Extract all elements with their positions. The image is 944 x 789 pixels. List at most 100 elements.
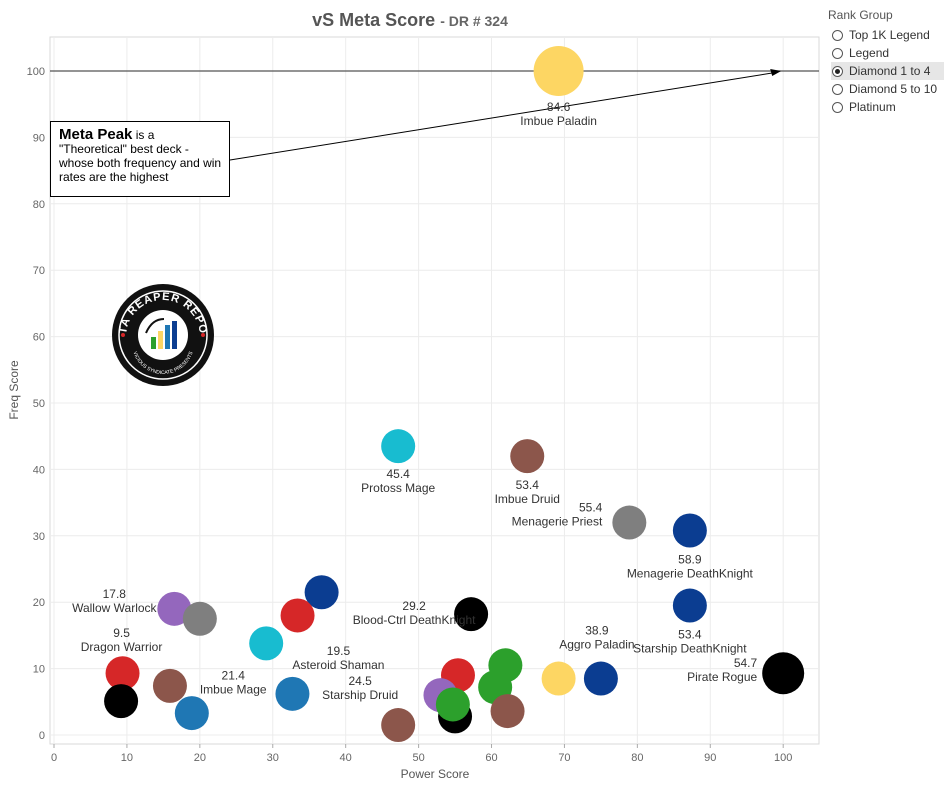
rank-option-platinum[interactable]: Platinum — [831, 98, 944, 116]
point-score-label: 17.8 — [103, 587, 127, 601]
data-point — [381, 429, 416, 464]
point-score-label: 21.4 — [222, 668, 246, 682]
x-tick-label: 40 — [340, 752, 352, 764]
data-point — [182, 601, 217, 636]
point-name-label: Protoss Mage — [361, 481, 435, 495]
rank-option-top-1k-legend[interactable]: Top 1K Legend — [831, 26, 944, 44]
point-score-label: 55.4 — [579, 501, 603, 515]
x-tick-label: 20 — [194, 752, 206, 764]
data-point — [541, 661, 576, 696]
data-point — [381, 708, 416, 743]
point-score-label: 38.9 — [585, 624, 609, 638]
point-name-label: Menagerie Priest — [512, 515, 603, 529]
point-score-label: 54.7 — [734, 656, 758, 670]
radio-icon — [832, 101, 843, 113]
data-point — [454, 597, 489, 632]
data-point — [249, 626, 284, 661]
data-point — [672, 588, 707, 623]
data-point — [533, 46, 584, 96]
data-point — [612, 505, 647, 540]
data-point — [672, 513, 707, 548]
rank-option-label: Diamond 1 to 4 — [849, 64, 931, 78]
point-name-label: Aggro Paladin — [559, 638, 634, 652]
data-point — [157, 591, 192, 626]
meta-peak-annotation: Meta Peak is a "Theoretical" best deck -… — [50, 121, 230, 197]
y-tick-label: 40 — [33, 464, 45, 476]
point-name-label: Dragon Warrior — [81, 640, 163, 654]
x-tick-label: 0 — [51, 752, 57, 764]
y-tick-label: 70 — [33, 265, 45, 277]
data-point — [105, 656, 140, 691]
x-tick-label: 60 — [485, 752, 497, 764]
point-name-label: Asteroid Shaman — [292, 658, 384, 672]
y-tick-label: 30 — [33, 531, 45, 543]
y-tick-label: 80 — [33, 199, 45, 211]
rank-option-diamond-5-to-10[interactable]: Diamond 5 to 10 — [831, 80, 944, 98]
point-name-label: Blood-Ctrl DeathKnight — [353, 613, 476, 627]
x-axis-title: Power Score — [401, 767, 470, 781]
data-point — [174, 696, 209, 731]
x-tick-label: 80 — [631, 752, 643, 764]
y-tick-label: 0 — [39, 730, 45, 742]
data-point — [583, 661, 618, 696]
point-name-label: Wallow Warlock — [72, 601, 157, 615]
rank-option-legend[interactable]: Legend — [831, 44, 944, 62]
rank-option-diamond-1-to-4[interactable]: Diamond 1 to 4 — [831, 62, 944, 80]
meta-peak-arrowhead — [770, 69, 782, 76]
rank-option-label: Top 1K Legend — [849, 28, 930, 42]
chart-title-sub: - DR # 324 — [440, 13, 508, 29]
x-tick-label: 100 — [774, 752, 792, 764]
point-name-label: Imbue Mage — [200, 682, 267, 696]
rank-group-legend: Rank Group Top 1K Legend Legend Diamond … — [828, 8, 944, 116]
x-tick-label: 90 — [704, 752, 716, 764]
point-name-label: Imbue Druid — [495, 492, 560, 506]
point-score-label: 24.5 — [349, 674, 373, 688]
y-tick-label: 50 — [33, 398, 45, 410]
point-score-label: 29.2 — [402, 599, 426, 613]
y-tick-label: 60 — [33, 332, 45, 344]
point-score-label: 19.5 — [327, 644, 351, 658]
data-point — [510, 439, 545, 474]
point-score-label: 9.5 — [113, 626, 130, 640]
data-point — [762, 652, 805, 695]
y-axis-title: Freq Score — [7, 360, 21, 420]
point-score-label: 84.6 — [547, 100, 571, 114]
rank-option-label: Platinum — [849, 100, 896, 114]
point-score-label: 53.4 — [678, 628, 702, 642]
data-point — [152, 668, 187, 703]
point-name-label: Pirate Rogue — [687, 670, 757, 684]
data-point — [280, 598, 315, 633]
annotation-text: is a "Theoretical" best deck - whose bot… — [59, 128, 222, 184]
point-score-label: 58.9 — [678, 552, 702, 566]
data-reaper-logo: DATA REAPER REPORT VICIOUS SYNDICATE PRE… — [108, 283, 214, 386]
x-tick-label: 50 — [412, 752, 424, 764]
point-score-label: 53.4 — [516, 478, 540, 492]
y-tick-label: 100 — [27, 66, 45, 78]
y-tick-label: 20 — [33, 597, 45, 609]
point-name-label: Starship DeathKnight — [633, 642, 747, 656]
rank-option-label: Diamond 5 to 10 — [849, 82, 938, 96]
point-name-label: Menagerie DeathKnight — [627, 566, 754, 580]
radio-icon — [832, 47, 843, 59]
radio-selected-icon — [832, 65, 843, 77]
data-point — [304, 575, 339, 610]
chart-title: vS Meta Score - DR # 324 — [0, 10, 820, 31]
point-name-label: Imbue Paladin — [520, 114, 597, 128]
radio-icon — [832, 29, 843, 41]
meta-peak-arrow-line — [229, 72, 776, 161]
data-point — [275, 676, 310, 711]
data-point — [104, 684, 139, 719]
radio-icon — [832, 83, 843, 95]
data-point — [490, 694, 525, 729]
data-point — [435, 687, 470, 722]
point-name-label: Starship Druid — [322, 688, 398, 702]
x-tick-label: 70 — [558, 752, 570, 764]
annotation-heading: Meta Peak — [59, 126, 133, 143]
y-tick-label: 10 — [33, 664, 45, 676]
legend-title: Rank Group — [828, 8, 893, 22]
chart-title-main: vS Meta Score — [312, 10, 436, 30]
x-tick-label: 10 — [121, 752, 133, 764]
y-tick-label: 90 — [33, 132, 45, 144]
point-score-label: 45.4 — [387, 467, 411, 481]
